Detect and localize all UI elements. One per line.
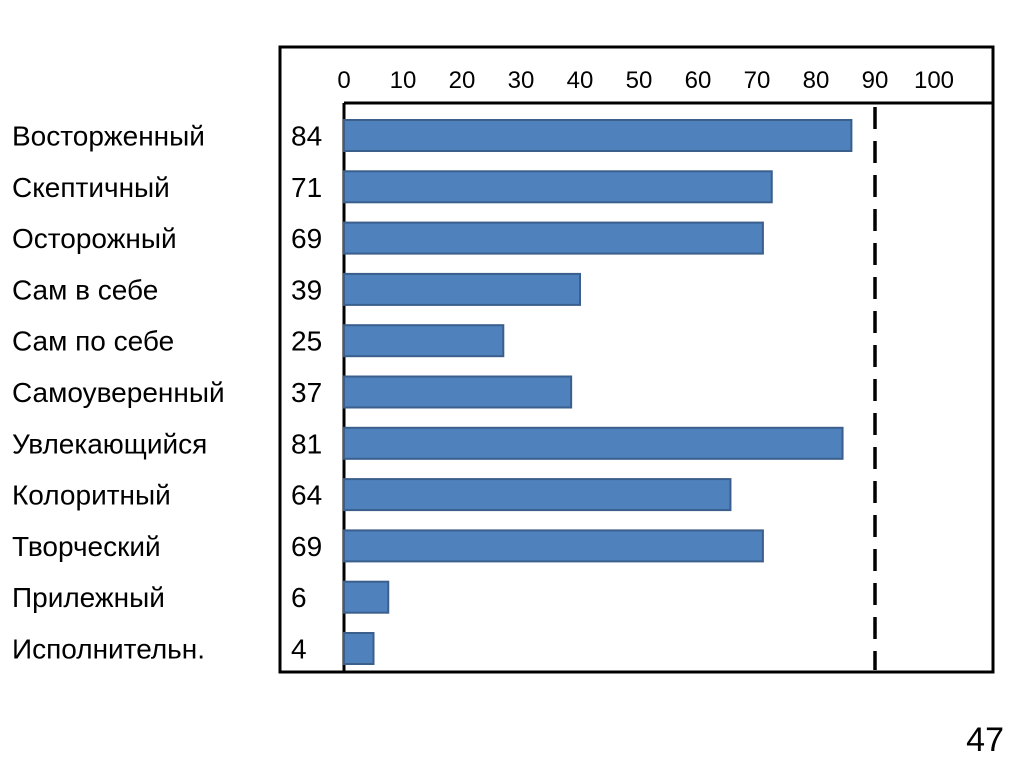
bar (343, 529, 764, 563)
bar (343, 478, 732, 512)
bar (343, 119, 853, 152)
value-label: 69 (291, 531, 322, 562)
category-label: Творческий (12, 531, 161, 562)
x-tick-label: 20 (449, 67, 476, 94)
x-tick-label: 90 (862, 67, 889, 94)
category-label: Сам по себе (12, 326, 174, 357)
value-label: 84 (291, 121, 322, 152)
bar (343, 324, 505, 358)
category-label: Осторожный (12, 223, 177, 254)
x-tick-label: 0 (337, 67, 350, 94)
category-label: Сам в себе (12, 274, 158, 305)
category-label: Исполнительн. (12, 634, 205, 665)
chart-frame (278, 45, 995, 674)
value-label: 6 (291, 582, 307, 613)
x-tick-label: 100 (914, 67, 954, 94)
bar (343, 170, 773, 204)
category-label: Восторженный (12, 121, 205, 152)
bar (343, 426, 844, 460)
category-label: Увлекающийся (12, 428, 207, 459)
x-tick-label: 60 (685, 67, 712, 94)
value-label: 81 (291, 428, 322, 459)
value-label: 37 (291, 377, 322, 408)
bar (343, 375, 573, 409)
page-number: 47 (966, 721, 1004, 759)
x-tick-label: 10 (390, 67, 417, 94)
category-label: Прилежный (12, 582, 165, 613)
x-tick-label: 30 (508, 67, 535, 94)
bar (343, 221, 764, 255)
x-tick-label: 40 (567, 67, 594, 94)
value-label: 39 (291, 274, 322, 305)
category-label: Самоуверенный (12, 377, 225, 408)
x-tick-label: 80 (803, 67, 830, 94)
value-label: 64 (291, 480, 322, 511)
category-label: Скептичный (12, 172, 170, 203)
x-tick-label: 70 (744, 67, 771, 94)
bar (343, 272, 581, 306)
value-label: 25 (291, 326, 322, 357)
bar (343, 632, 375, 665)
bar (343, 580, 390, 614)
value-label: 71 (291, 172, 322, 203)
x-tick-label: 50 (626, 67, 653, 94)
value-label: 69 (291, 223, 322, 254)
category-label: Колоритный (12, 480, 171, 511)
value-label: 4 (291, 634, 307, 665)
